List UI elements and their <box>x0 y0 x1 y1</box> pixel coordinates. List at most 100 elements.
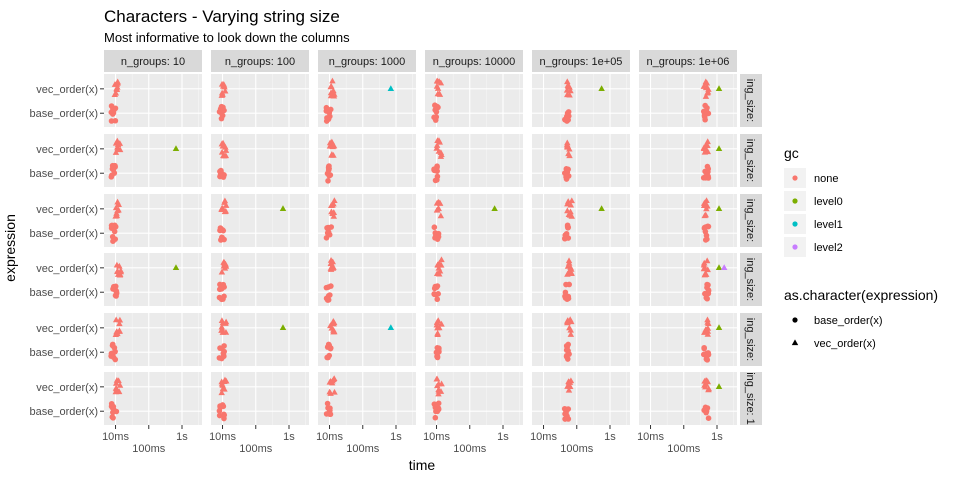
x-tick-label: 1s <box>390 431 402 443</box>
data-point-vec_order <box>219 329 227 335</box>
data-point-vec_order <box>564 78 571 85</box>
y-tick-label: base_order(x) <box>30 228 98 240</box>
legend-shape-label: vec_order(x) <box>814 338 876 350</box>
column-strip <box>639 50 737 72</box>
x-tick-label: 100ms <box>560 443 594 455</box>
column-strip-label: n_groups: 10 <box>121 56 185 68</box>
data-point-base_order <box>220 104 226 111</box>
data-point-vec_order <box>116 382 124 388</box>
panel-background <box>104 253 202 306</box>
data-point-gc-level0 <box>598 85 605 91</box>
legend-shape-key <box>792 317 798 323</box>
data-point-gc-level0 <box>715 205 723 211</box>
data-point-vec_order <box>112 89 120 96</box>
data-point-vec_order <box>328 379 336 386</box>
row-strip-label: ing_size: 1 <box>744 372 756 425</box>
data-point-vec_order <box>330 142 338 149</box>
data-point-gc-level0 <box>172 264 180 270</box>
data-point-base_order <box>112 348 118 355</box>
data-point-vec_order <box>218 206 225 213</box>
panel-background <box>639 253 737 306</box>
y-axis-title: expression <box>2 214 18 282</box>
data-point-gc-level0 <box>172 145 180 151</box>
data-point-vec_order <box>704 316 711 323</box>
data-point-vec_order <box>114 207 121 214</box>
data-point-base_order <box>434 173 441 180</box>
data-point-vec_order <box>330 319 338 326</box>
x-tick-label: 1s <box>176 431 188 443</box>
data-point-base_order <box>108 222 115 229</box>
data-point-vec_order <box>564 207 571 214</box>
column-strip-label: n_groups: 1000 <box>329 56 405 68</box>
data-point-gc-level0 <box>715 145 723 151</box>
x-tick-label: 100ms <box>453 443 487 455</box>
data-point-base_order <box>703 108 710 115</box>
y-tick-label: base_order(x) <box>30 406 98 418</box>
data-point-vec_order <box>113 261 121 268</box>
data-point-vec_order <box>568 265 575 272</box>
panel-background <box>639 194 737 247</box>
data-point-vec_order <box>438 380 445 387</box>
data-point-base_order <box>433 109 440 115</box>
data-point-base_order <box>705 350 712 356</box>
data-point-base_order <box>324 400 331 407</box>
data-point-base_order <box>433 349 440 356</box>
column-strip-label: n_groups: 10000 <box>433 56 516 68</box>
data-point-vec_order <box>566 316 574 323</box>
data-point-vec_order <box>436 267 444 274</box>
data-point-base_order <box>327 345 334 352</box>
data-point-base_order <box>563 166 570 172</box>
data-point-base_order <box>702 116 708 123</box>
legend-color-label: level2 <box>814 242 843 254</box>
data-point-base_order <box>221 411 227 418</box>
data-point-base_order <box>432 117 439 123</box>
data-point-base_order <box>705 169 711 175</box>
x-tick-label: 10ms <box>102 431 129 443</box>
data-point-base_order <box>431 167 438 174</box>
data-point-vec_order <box>329 201 336 208</box>
x-tick-label: 100ms <box>239 443 273 455</box>
data-point-vec_order <box>564 139 571 146</box>
data-point-vec_order <box>438 256 445 263</box>
data-point-vec_order <box>331 328 338 335</box>
data-point-base_order <box>431 224 438 231</box>
data-point-vec_order <box>435 78 443 84</box>
data-point-base_order <box>565 341 572 348</box>
y-tick-label: vec_order(x) <box>36 144 98 156</box>
data-point-base_order <box>109 414 116 420</box>
chart-subtitle: Most informative to look down the column… <box>104 30 350 45</box>
data-point-base_order <box>565 347 571 354</box>
legend-shape-title: as.character(expression) <box>784 287 938 303</box>
data-point-vec_order <box>326 142 334 149</box>
column-strip <box>318 50 416 72</box>
data-point-base_order <box>110 403 117 410</box>
data-point-base_order <box>434 283 441 289</box>
data-point-base_order <box>109 172 115 179</box>
data-point-base_order <box>702 175 709 181</box>
data-point-vec_order <box>116 320 123 327</box>
panel-background <box>532 134 630 187</box>
data-point-gc-level0 <box>715 264 723 270</box>
panel-background <box>639 74 737 127</box>
data-point-base_order <box>566 281 572 288</box>
data-point-vec_order <box>564 200 571 207</box>
data-point-base_order <box>564 413 570 419</box>
data-point-vec_order <box>220 258 227 265</box>
x-tick-label: 10ms <box>530 431 557 443</box>
y-tick-label: base_order(x) <box>30 347 98 359</box>
data-point-base_order <box>326 352 333 359</box>
x-tick-label: 10ms <box>316 431 343 443</box>
data-point-vec_order <box>435 205 442 212</box>
data-point-vec_order <box>434 331 441 337</box>
column-strip <box>104 50 202 72</box>
data-point-vec_order <box>433 375 441 382</box>
data-point-gc-level0 <box>715 383 723 389</box>
data-point-gc-level0 <box>491 205 498 211</box>
data-point-vec_order <box>701 270 709 277</box>
data-point-base_order <box>109 341 116 348</box>
data-point-base_order <box>701 225 708 231</box>
row-strip-label: ing_size: <box>744 199 756 242</box>
data-point-vec_order <box>221 385 228 392</box>
data-point-vec_order <box>704 266 711 273</box>
